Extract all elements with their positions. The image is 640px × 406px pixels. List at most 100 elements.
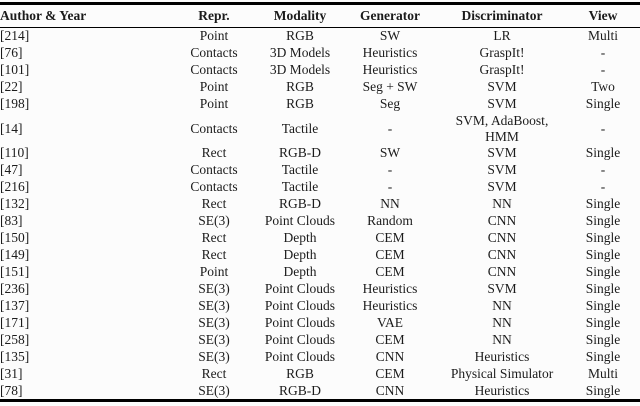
cell-modality: Point Clouds xyxy=(264,213,336,228)
column-header-view: View xyxy=(566,3,640,28)
cell-repr: SE(3) xyxy=(198,332,230,347)
cell-generator: VAE xyxy=(376,315,403,330)
table-row: [137] SE(3) Point Clouds Heuristics NN Single xyxy=(0,298,640,315)
cell-repr: SE(3) xyxy=(198,349,230,364)
cell-modality: Depth xyxy=(283,247,317,262)
cell-author: [216] xyxy=(0,179,30,194)
cell-generator: Heuristics xyxy=(362,62,418,77)
cell-modality: RGB xyxy=(286,28,314,44)
table-row: [258] SE(3) Point Clouds CEM NN Single xyxy=(0,332,640,349)
cell-generator: CNN xyxy=(375,382,405,398)
table-row: [14] Contacts Tactile - SVM, AdaBoost, HMM - xyxy=(0,113,640,145)
cell-modality: Tactile xyxy=(281,120,319,136)
cell-view: Single xyxy=(585,382,621,398)
cell-author: [236] xyxy=(0,281,30,296)
table-row: [236] SE(3) Point Clouds Heuristics SVM Singl… xyxy=(0,281,640,298)
cell-view: - xyxy=(600,162,606,177)
cell-view: Multi xyxy=(587,366,618,381)
cell-discriminator: SVM xyxy=(487,179,517,194)
cell-view: - xyxy=(600,62,606,77)
table-row: [110] Rect RGB-D SW SVM Single xyxy=(0,145,640,162)
cell-modality: Tactile xyxy=(281,162,319,177)
cell-view: Two xyxy=(591,79,615,94)
cell-discriminator: GraspIt! xyxy=(479,45,525,60)
cell-repr: Point xyxy=(199,96,229,111)
cell-repr: Rect xyxy=(201,247,227,262)
table-row: [78] SE(3) RGB-D CNN Heuristics Single xyxy=(0,383,640,401)
cell-author: [31] xyxy=(0,366,23,381)
cell-modality: Point Clouds xyxy=(264,298,336,313)
cell-generator: CEM xyxy=(375,230,405,245)
cell-modality: 3D Models xyxy=(269,62,331,77)
cell-discriminator: SVM xyxy=(487,96,517,111)
cell-author: [47] xyxy=(0,162,23,177)
table-row: [83] SE(3) Point Clouds Random CNN Single xyxy=(0,213,640,230)
cell-view: Single xyxy=(585,230,621,245)
cell-repr: Contacts xyxy=(190,179,238,194)
column-header-generator: Generator xyxy=(342,3,438,28)
cell-discriminator: NN xyxy=(492,298,512,313)
cell-discriminator: SVM, AdaBoost, HMM xyxy=(455,112,549,144)
cell-view: Single xyxy=(585,349,621,364)
cell-generator: - xyxy=(387,162,393,177)
cell-view: - xyxy=(600,179,606,194)
cell-author: [78] xyxy=(0,382,23,398)
cell-discriminator: SVM xyxy=(487,79,517,94)
table-row: [101] Contacts 3D Models Heuristics GraspIt!… xyxy=(0,62,640,79)
cell-author: [151] xyxy=(0,264,30,279)
cell-modality: Point Clouds xyxy=(264,281,336,296)
cell-view: Single xyxy=(585,298,621,313)
column-header-author: Author & Year xyxy=(0,3,170,28)
cell-discriminator: CNN xyxy=(487,264,517,279)
cell-view: Single xyxy=(585,281,621,296)
cell-generator: CEM xyxy=(375,264,405,279)
table-row: [47] Contacts Tactile - SVM - xyxy=(0,162,640,179)
cell-view: Single xyxy=(585,196,621,211)
column-header-modality: Modality xyxy=(258,3,342,28)
cell-view: Single xyxy=(585,213,621,228)
cell-generator: Heuristics xyxy=(362,45,418,60)
cell-view: - xyxy=(600,45,606,60)
cell-repr: Rect xyxy=(201,196,227,211)
cell-generator: CEM xyxy=(375,366,405,381)
table-row: [31] Rect RGB CEM Physical Simulator Multi xyxy=(0,366,640,383)
cell-generator: CNN xyxy=(375,349,405,364)
cell-repr: Rect xyxy=(201,366,227,381)
cell-discriminator: Physical Simulator xyxy=(450,366,554,381)
table-header: Author & Year Repr. Modality Generator Discr… xyxy=(0,3,640,28)
cell-generator: Seg xyxy=(379,96,401,111)
cell-author: [101] xyxy=(0,62,30,77)
cell-generator: CEM xyxy=(375,332,405,347)
table-row: [214] Point RGB SW LR Multi xyxy=(0,28,640,45)
table-row: [76] Contacts 3D Models Heuristics GraspIt! - xyxy=(0,45,640,62)
cell-repr: SE(3) xyxy=(198,315,230,330)
cell-modality: Point Clouds xyxy=(264,349,336,364)
cell-discriminator: NN xyxy=(492,196,512,211)
table-row: [150] Rect Depth CEM CNN Single xyxy=(0,230,640,247)
cell-view: Single xyxy=(585,96,621,111)
cell-repr: Contacts xyxy=(190,162,238,177)
cell-author: [135] xyxy=(0,349,30,364)
table-row: [198] Point RGB Seg SVM Single xyxy=(0,96,640,113)
cell-repr: Rect xyxy=(201,230,227,245)
cell-author: [132] xyxy=(0,196,30,211)
cell-repr: SE(3) xyxy=(198,281,230,296)
cell-generator: Heuristics xyxy=(362,298,418,313)
table-row: [171] SE(3) Point Clouds VAE NN Single xyxy=(0,315,640,332)
cell-repr: SE(3) xyxy=(198,298,230,313)
cell-discriminator: CNN xyxy=(487,230,517,245)
cell-generator: Random xyxy=(367,213,413,228)
cell-author: [171] xyxy=(0,315,30,330)
cell-generator: Heuristics xyxy=(362,281,418,296)
cell-modality: Point Clouds xyxy=(264,332,336,347)
cell-generator: CEM xyxy=(375,247,405,262)
column-header-repr: Repr. xyxy=(170,3,258,28)
cell-modality: RGB xyxy=(286,366,314,381)
cell-repr: Contacts xyxy=(190,120,238,136)
cell-repr: Point xyxy=(199,264,229,279)
cell-discriminator: CNN xyxy=(487,213,517,228)
cell-author: [150] xyxy=(0,230,30,245)
table-body: [214] Point RGB SW LR Multi [76] Contacts 3D Mod… xyxy=(0,28,640,401)
